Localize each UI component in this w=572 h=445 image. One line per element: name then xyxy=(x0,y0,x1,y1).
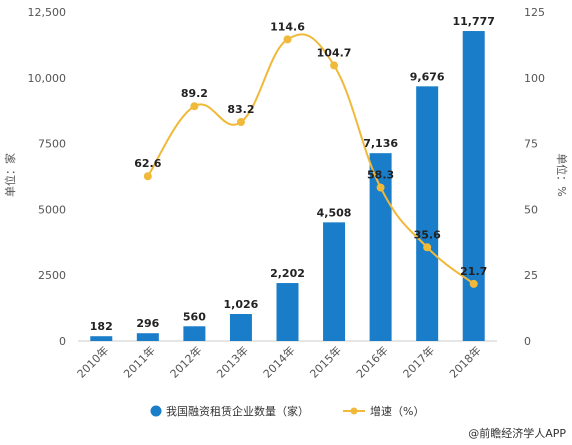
line-value-label: 89.2 xyxy=(181,87,208,100)
right-tick-label: 75 xyxy=(524,138,538,151)
line-point xyxy=(469,279,478,288)
right-tick-label: 25 xyxy=(524,269,538,282)
line-value-label: 104.7 xyxy=(317,46,352,59)
line-value-label: 114.6 xyxy=(270,20,305,33)
line-point xyxy=(376,183,385,192)
bar-value-label: 1,026 xyxy=(224,298,259,311)
x-tick-label: 2016年 xyxy=(353,343,390,380)
line-series xyxy=(143,33,478,288)
line-point xyxy=(190,102,199,111)
x-tick-label: 2018年 xyxy=(446,343,483,380)
x-tick-label: 2015年 xyxy=(307,343,344,380)
bar-value-label: 9,676 xyxy=(410,70,445,83)
line-point xyxy=(423,243,432,252)
left-tick-label: 0 xyxy=(59,335,66,348)
bar-value-label: 7,136 xyxy=(363,137,398,150)
bar xyxy=(276,283,299,341)
left-axis-ticks: 0 2500 5000 7500 10,000 12,500 xyxy=(28,6,67,348)
bar-value-label: 4,508 xyxy=(317,206,352,219)
source-label: @前瞻经济学人APP xyxy=(468,426,566,440)
right-tick-label: 50 xyxy=(524,203,538,216)
bar xyxy=(136,333,159,341)
growth-line xyxy=(146,33,475,285)
line-point xyxy=(330,61,339,70)
bar-value-label: 11,777 xyxy=(452,15,494,28)
bar-value-label: 296 xyxy=(136,317,159,330)
left-tick-label: 2500 xyxy=(38,269,66,282)
legend-line-label: 增速（%） xyxy=(370,404,424,418)
legend-bar-marker xyxy=(150,405,162,417)
line-point xyxy=(283,35,292,44)
line-value-label: 35.6 xyxy=(414,228,441,241)
line-point xyxy=(143,172,152,181)
x-tick-label: 2011年 xyxy=(120,343,157,380)
x-tick-label: 2013年 xyxy=(214,343,251,380)
left-axis-title: 单位：家 xyxy=(3,153,17,197)
bar-value-label: 2,202 xyxy=(270,267,305,280)
x-tick-label: 2012年 xyxy=(167,343,204,380)
x-tick-label: 2010年 xyxy=(74,343,111,380)
right-tick-label: 125 xyxy=(524,6,545,19)
line-point xyxy=(236,118,245,127)
bar xyxy=(323,222,346,341)
line-data-labels: 62.6 89.2 83.2 114.6 104.7 58.3 35.6 21.7 xyxy=(134,20,487,278)
left-tick-label: 12,500 xyxy=(28,6,67,19)
bar-value-label: 560 xyxy=(183,310,206,323)
line-value-label: 62.6 xyxy=(134,157,161,170)
right-tick-label: 0 xyxy=(524,335,531,348)
x-tick-label: 2017年 xyxy=(400,343,437,380)
line-value-label: 83.2 xyxy=(227,103,254,116)
bar-value-label: 182 xyxy=(90,320,113,333)
bar xyxy=(229,313,252,341)
line-value-label: 58.3 xyxy=(367,169,394,182)
bar-data-labels: 182 296 560 1,026 2,202 4,508 7,136 9,676 11,777 xyxy=(90,15,495,333)
bar xyxy=(369,153,392,341)
x-tick-label: 2014年 xyxy=(260,343,297,380)
line-value-label: 21.7 xyxy=(460,265,487,278)
bar xyxy=(462,31,485,342)
bar xyxy=(90,336,113,341)
bar xyxy=(416,86,439,341)
bar xyxy=(183,326,206,341)
legend-bar-label: 我国融资租赁企业数量（家） xyxy=(166,404,309,418)
bar-series xyxy=(90,31,485,342)
left-tick-label: 10,000 xyxy=(28,72,67,85)
legend: 我国融资租赁企业数量（家） 增速（%） xyxy=(150,404,424,418)
legend-line-marker-dot xyxy=(350,407,358,415)
left-tick-label: 5000 xyxy=(38,203,66,216)
right-axis-ticks: 0 25 50 75 100 125 xyxy=(524,6,545,348)
left-tick-label: 7500 xyxy=(38,138,66,151)
x-axis-ticks: 2010年 2011年 2012年 2013年 2014年 2015年 2016年 2017年… xyxy=(74,343,484,380)
right-axis-title: 单位：% xyxy=(555,153,569,196)
right-tick-label: 100 xyxy=(524,72,545,85)
